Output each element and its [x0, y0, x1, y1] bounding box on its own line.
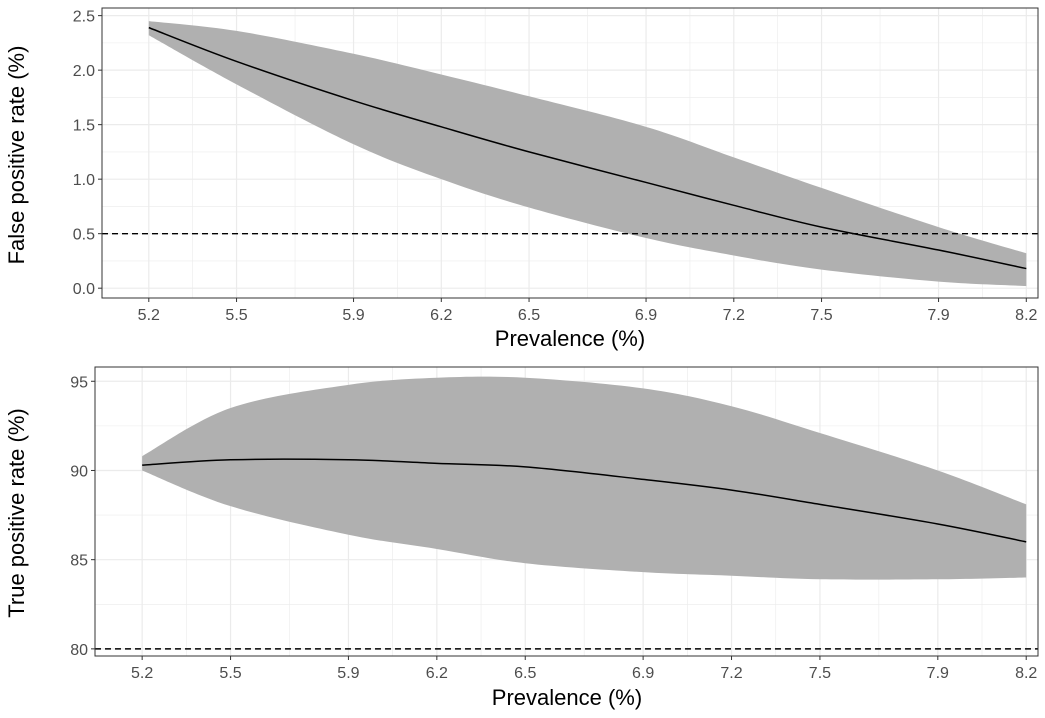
x-tick-label: 7.2 [720, 665, 742, 682]
tpr-plot-border [94, 366, 1039, 657]
y-tick-label: 90 [70, 463, 88, 480]
x-tick-label: 5.9 [337, 665, 359, 682]
fpr-panel: 5.2 5.5 5.9 6.2 6.5 6.9 7.2 7.5 7.9 8.2 0.0 0.5 1.0… [4, 7, 1039, 351]
tpr-line [142, 458, 1027, 543]
x-tick-label: 6.2 [430, 307, 452, 324]
x-tick-label: 7.9 [927, 307, 949, 324]
x-tick-label: 5.2 [138, 307, 160, 324]
y-tick-label: 0.0 [73, 281, 95, 298]
x-tick-label: 6.9 [635, 307, 657, 324]
y-tick-label: 2.5 [73, 9, 95, 26]
fpr-x-axis: 5.2 5.5 5.9 6.2 6.5 6.9 7.2 7.5 7.9 8.2 [138, 298, 1038, 324]
x-tick-label: 6.2 [426, 665, 448, 682]
x-tick-label: 6.5 [518, 307, 540, 324]
y-tick-label: 2.0 [73, 63, 95, 80]
x-tick-label: 7.2 [723, 307, 745, 324]
fpr-plot-border [101, 7, 1039, 299]
x-tick-label: 7.5 [810, 307, 832, 324]
y-tick-label: 1.5 [73, 118, 95, 135]
tpr-y-axis-title: True positive rate (%) [4, 408, 29, 617]
x-tick-label: 8.2 [1015, 307, 1037, 324]
x-tick-label: 5.5 [225, 307, 247, 324]
tpr-x-axis: 5.2 5.5 5.9 6.2 6.5 6.9 7.2 7.5 7.9 8.2 [131, 656, 1037, 682]
y-tick-label: 0.5 [73, 227, 95, 244]
x-tick-label: 7.9 [927, 665, 949, 682]
fpr-line [148, 26, 1027, 270]
fpr-confidence-band [148, 21, 1027, 287]
y-tick-label: 1.0 [73, 172, 95, 189]
y-tick-label: 80 [70, 642, 88, 659]
tpr-panel: 5.2 5.5 5.9 6.2 6.5 6.9 7.2 7.5 7.9 8.2 80859095 … [4, 366, 1039, 710]
x-tick-label: 6.9 [632, 665, 654, 682]
x-tick-label: 5.2 [131, 665, 153, 682]
fpr-x-axis-title: Prevalence (%) [495, 326, 645, 351]
tpr-x-axis-title: Prevalence (%) [492, 685, 642, 710]
x-tick-label: 5.5 [219, 665, 241, 682]
tpr-y-axis: 80 85 90 95 [70, 374, 95, 659]
y-tick-label: 95 [70, 374, 88, 391]
x-tick-label: 6.5 [514, 665, 536, 682]
fpr-y-axis: 0.0 0.5 1.0 1.5 2.0 2.5 [73, 9, 102, 298]
tpr-confidence-band [142, 376, 1027, 580]
y-tick-label: 85 [70, 553, 88, 570]
x-tick-label: 7.5 [809, 665, 831, 682]
x-tick-label: 5.9 [342, 307, 364, 324]
fpr-y-axis-title: False positive rate (%) [4, 46, 29, 265]
x-tick-label: 8.2 [1015, 665, 1037, 682]
